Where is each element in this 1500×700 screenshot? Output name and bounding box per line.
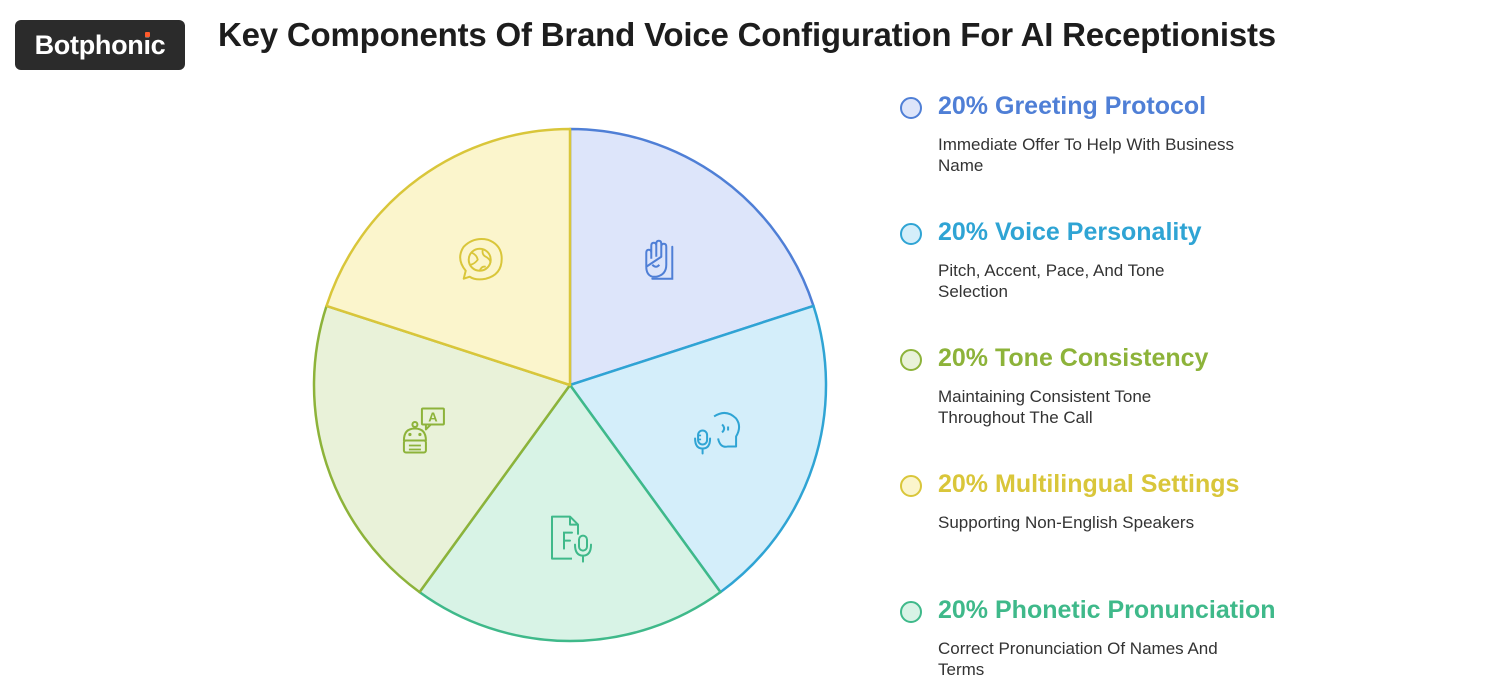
legend-marker [900, 97, 922, 119]
legend-description: Pitch, Accent, Pace, And Tone Selection [938, 261, 1165, 301]
legend-percent: 20% [938, 596, 989, 624]
robot-translate-icon: A [402, 407, 445, 454]
pie-slice-greeting-protocol [568, 127, 815, 387]
legend-marker [900, 223, 922, 245]
legend-heading: 20% Voice Personality [938, 218, 1202, 247]
legend-heading: 20% Tone Consistency [938, 344, 1208, 373]
legend-description: Supporting Non-English Speakers [938, 513, 1195, 532]
pie-slice-voice-personality [568, 304, 828, 594]
legend-description: Maintaining Consistent Tone Throughout T… [938, 387, 1152, 427]
legend-marker [900, 349, 922, 371]
pie-slice-tone-consistency [312, 304, 572, 594]
raised-hand-icon [645, 239, 674, 280]
legend-percent: 20% [938, 344, 989, 372]
pie-slice-phonetic-pronunciation [418, 383, 722, 643]
document-mic-icon [551, 515, 592, 563]
legend-label: Greeting Protocol [988, 92, 1207, 120]
page-title: Key Components Of Brand Voice Configurat… [218, 16, 1276, 53]
legend-heading: 20% Phonetic Pronunciation [938, 596, 1276, 625]
legend-heading: 20% Multilingual Settings [938, 470, 1239, 499]
legend-label: Multilingual Settings [988, 470, 1240, 498]
brand-name: Botphonic [34, 29, 166, 60]
legend-description: Correct Pronunciation Of Names And Terms [938, 639, 1218, 679]
legend-description: Immediate Offer To Help With Business Na… [938, 135, 1235, 175]
legend-percent: 20% [938, 92, 989, 120]
legend-marker [900, 475, 922, 497]
brand-logo: Botphonic [15, 20, 185, 70]
pie-slice-multilingual-settings [325, 127, 572, 387]
globe-speech-bubble-icon [459, 238, 503, 281]
legend-percent: 20% [938, 470, 989, 498]
legend-marker [900, 601, 922, 623]
legend-heading: 20% Greeting Protocol [938, 92, 1206, 121]
legend-label: Phonetic Pronunciation [988, 596, 1276, 624]
voice-profile-mic-icon [694, 411, 741, 455]
legend-label: Tone Consistency [988, 344, 1209, 372]
legend-label: Voice Personality [988, 218, 1202, 246]
svg-text:A: A [428, 409, 438, 424]
legend-percent: 20% [938, 218, 989, 246]
